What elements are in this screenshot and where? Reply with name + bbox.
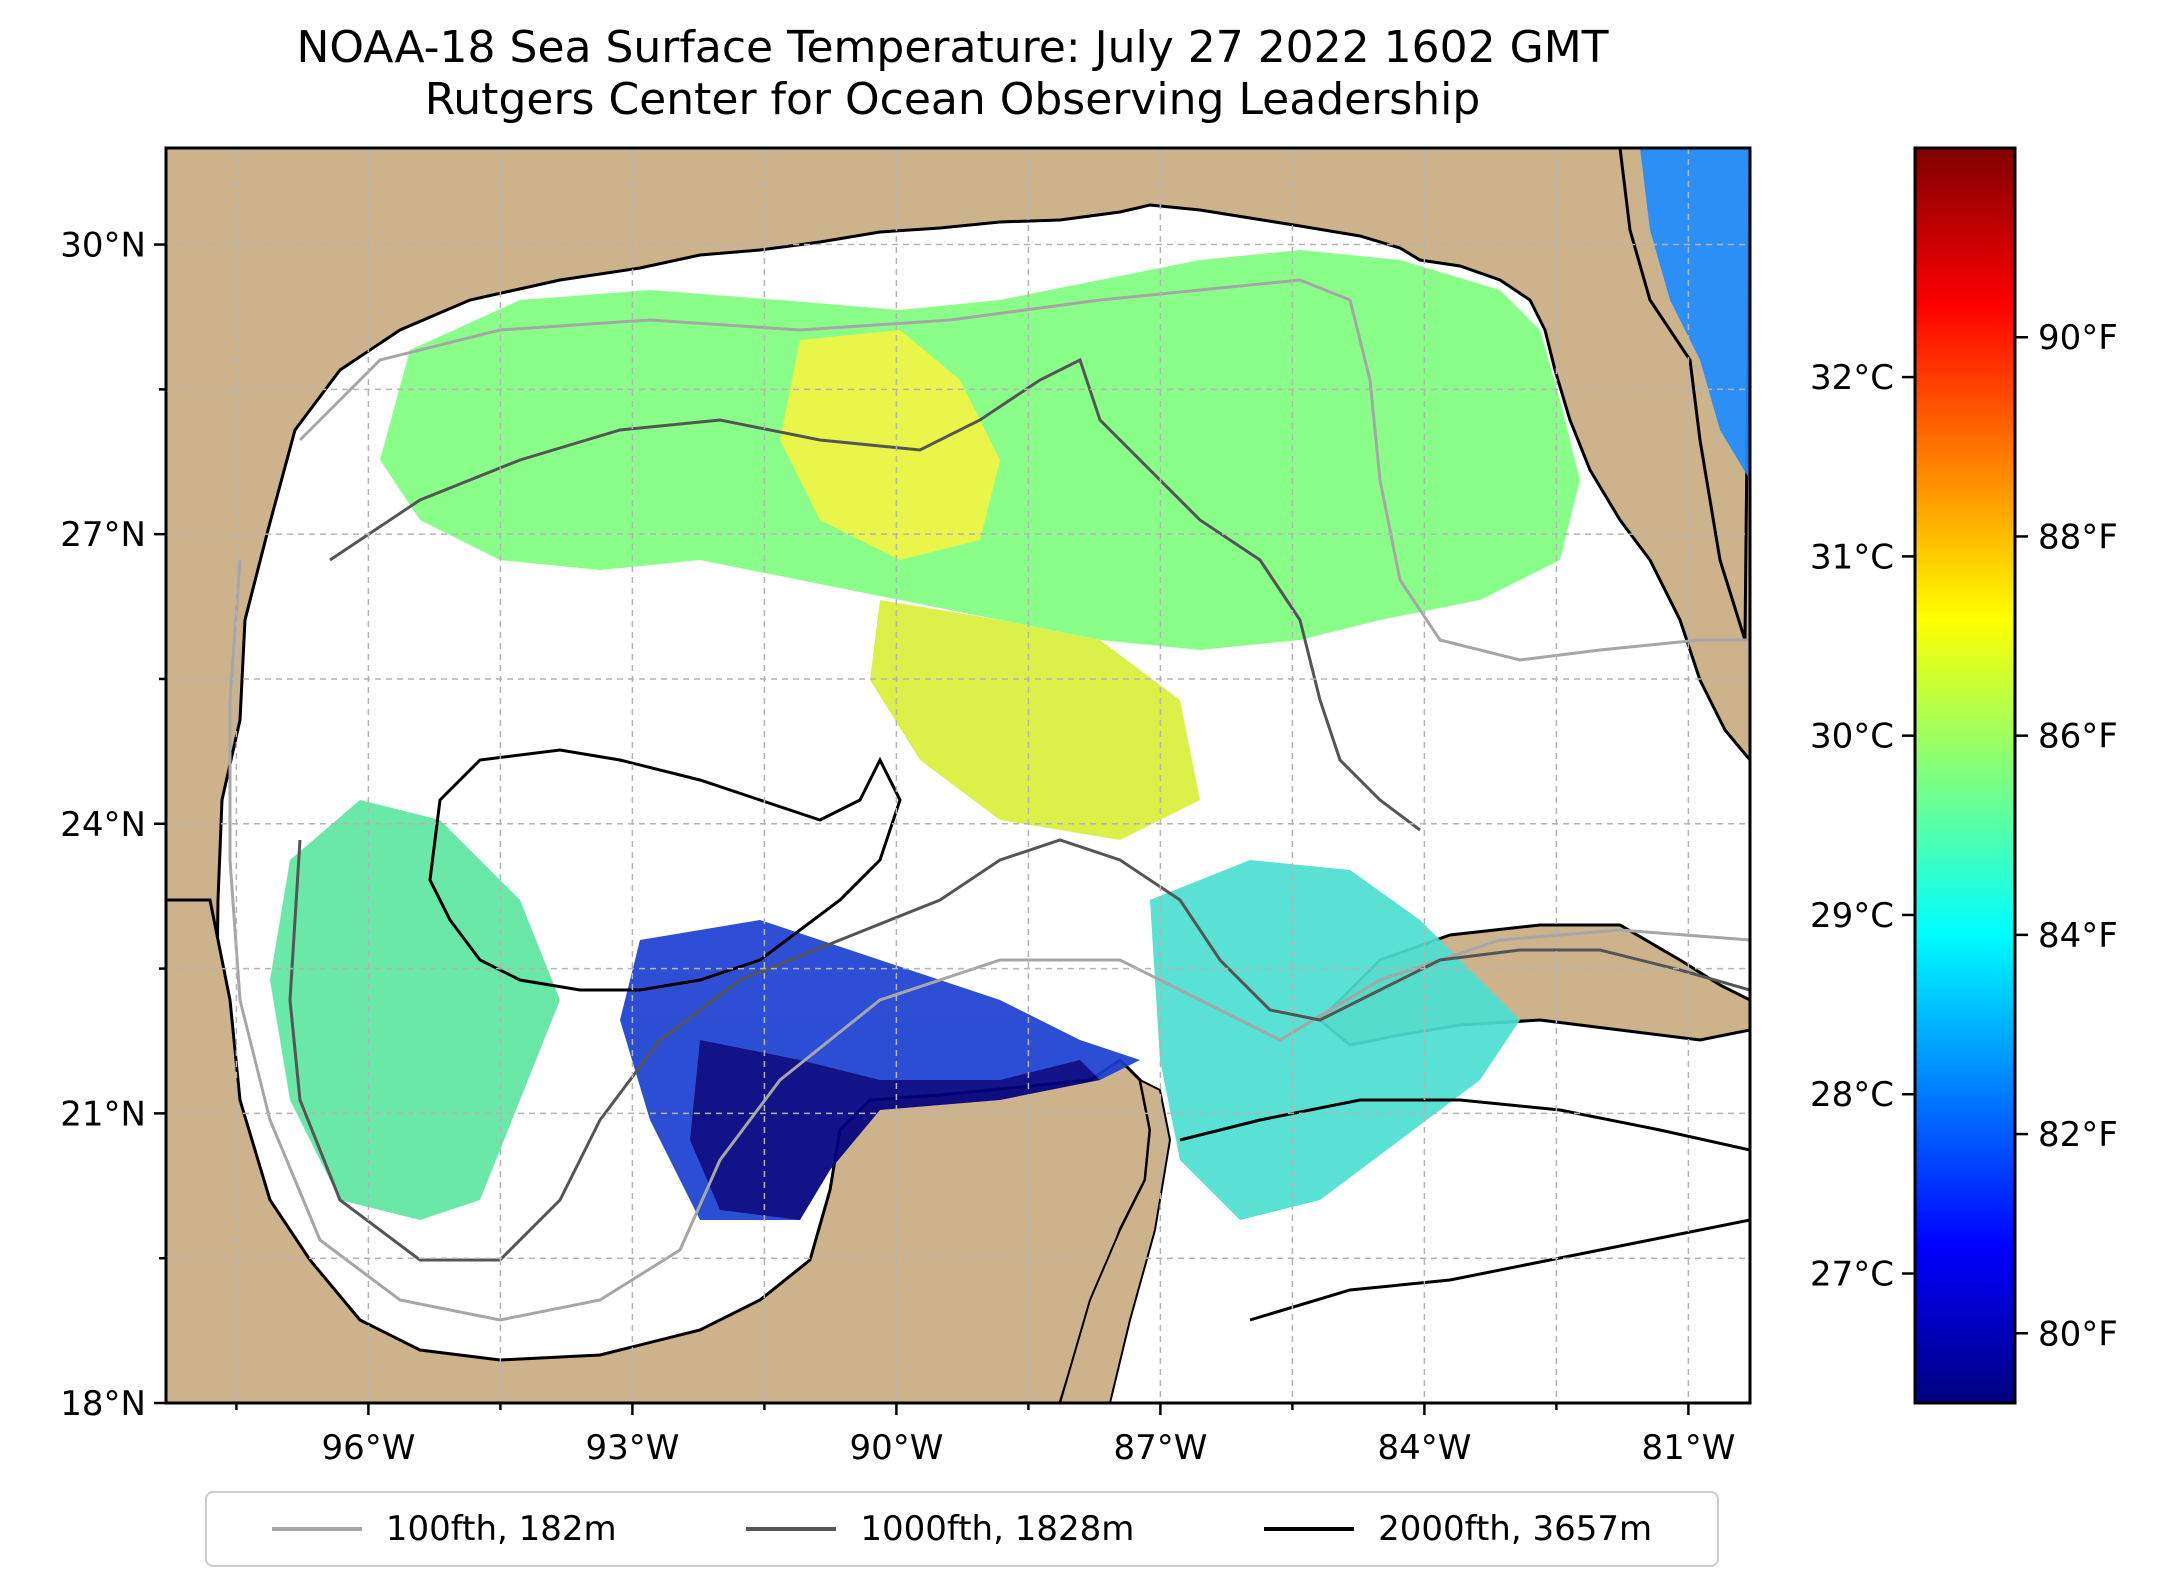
contour-100fth [228, 278, 1750, 1322]
latitude-axis: 30°N 27°N 24°N 21°N 18°N [60, 226, 166, 1424]
sst-patch-south-deepblue [690, 1040, 1100, 1220]
celsius-tick-label: 32°C [1810, 358, 1894, 398]
colorbar-celsius-axis: 32°C 31°C 30°C 29°C 28°C 27°C [1810, 358, 1914, 1295]
chart-title: NOAA-18 Sea Surface Temperature: July 27… [0, 22, 1905, 126]
sst-patch-east [1150, 860, 1520, 1220]
lat-tick-label: 24°N [60, 805, 146, 845]
legend-item-100fth: 100fth, 182m [271, 1509, 617, 1549]
legend-line-2000fth [1264, 1527, 1355, 1531]
celsius-tick-label: 27°C [1810, 1255, 1894, 1295]
fahrenheit-tick-label: 88°F [2038, 517, 2118, 557]
lon-tick-label: 87°W [1113, 1428, 1207, 1468]
lat-tick-label: 30°N [60, 226, 146, 266]
celsius-tick-label: 29°C [1810, 896, 1894, 936]
sst-data-layer [270, 148, 1750, 1220]
lat-tick-label: 18°N [60, 1384, 146, 1424]
lat-tick-label: 27°N [60, 515, 146, 555]
map-frame [164, 146, 1752, 1405]
sst-patch-central-yellow [780, 330, 1000, 560]
fahrenheit-tick-label: 82°F [2038, 1115, 2118, 1155]
lon-tick-label: 81°W [1641, 1428, 1735, 1468]
sst-patch-central-yellow-2 [870, 600, 1200, 840]
longitude-axis: 96°W 93°W 90°W 87°W 84°W 81°W [235, 1403, 1735, 1468]
colorbar-fahrenheit-axis: 90°F 88°F 86°F 84°F 82°F 80°F [2016, 318, 2118, 1354]
legend-line-100fth [271, 1527, 362, 1531]
legend-label-100fth: 100fth, 182m [385, 1509, 617, 1549]
title-line-2: Rutgers Center for Ocean Observing Leade… [424, 74, 1481, 125]
lon-tick-label: 93°W [585, 1428, 679, 1468]
title-line-1: NOAA-18 Sea Surface Temperature: July 27… [296, 22, 1609, 73]
celsius-tick-label: 28°C [1810, 1075, 1894, 1115]
legend-line-1000fth [746, 1527, 837, 1531]
land-yucatan-east [1058, 1078, 1172, 1403]
fahrenheit-tick-label: 80°F [2038, 1314, 2118, 1354]
contour-1000fth [288, 357, 1750, 1262]
legend-label-2000fth: 2000fth, 3657m [1378, 1509, 1653, 1549]
lon-tick-label: 84°W [1377, 1428, 1471, 1468]
celsius-tick-label: 30°C [1810, 717, 1894, 757]
legend-item-2000fth: 2000fth, 3657m [1264, 1509, 1652, 1549]
fahrenheit-tick-label: 84°F [2038, 916, 2118, 956]
sst-patch-florida-east [1640, 148, 1750, 480]
legend-item-1000fth: 1000fth, 1828m [746, 1509, 1134, 1549]
colorbar [1913, 146, 2017, 1405]
lon-tick-label: 96°W [321, 1428, 415, 1468]
fahrenheit-tick-label: 90°F [2038, 318, 2118, 358]
celsius-tick-label: 31°C [1810, 537, 1894, 577]
gridlines [166, 148, 1750, 1403]
fahrenheit-tick-label: 86°F [2038, 717, 2118, 757]
sst-patch-west [270, 800, 560, 1220]
bathymetry-contours [228, 278, 1750, 1322]
contour-2000fth [428, 748, 1750, 1322]
lat-tick-label: 21°N [60, 1094, 146, 1134]
depth-legend: 100fth, 182m 1000fth, 1828m 2000fth, 365… [205, 1491, 1719, 1567]
lon-tick-label: 90°W [849, 1428, 943, 1468]
legend-label-1000fth: 1000fth, 1828m [860, 1509, 1135, 1549]
